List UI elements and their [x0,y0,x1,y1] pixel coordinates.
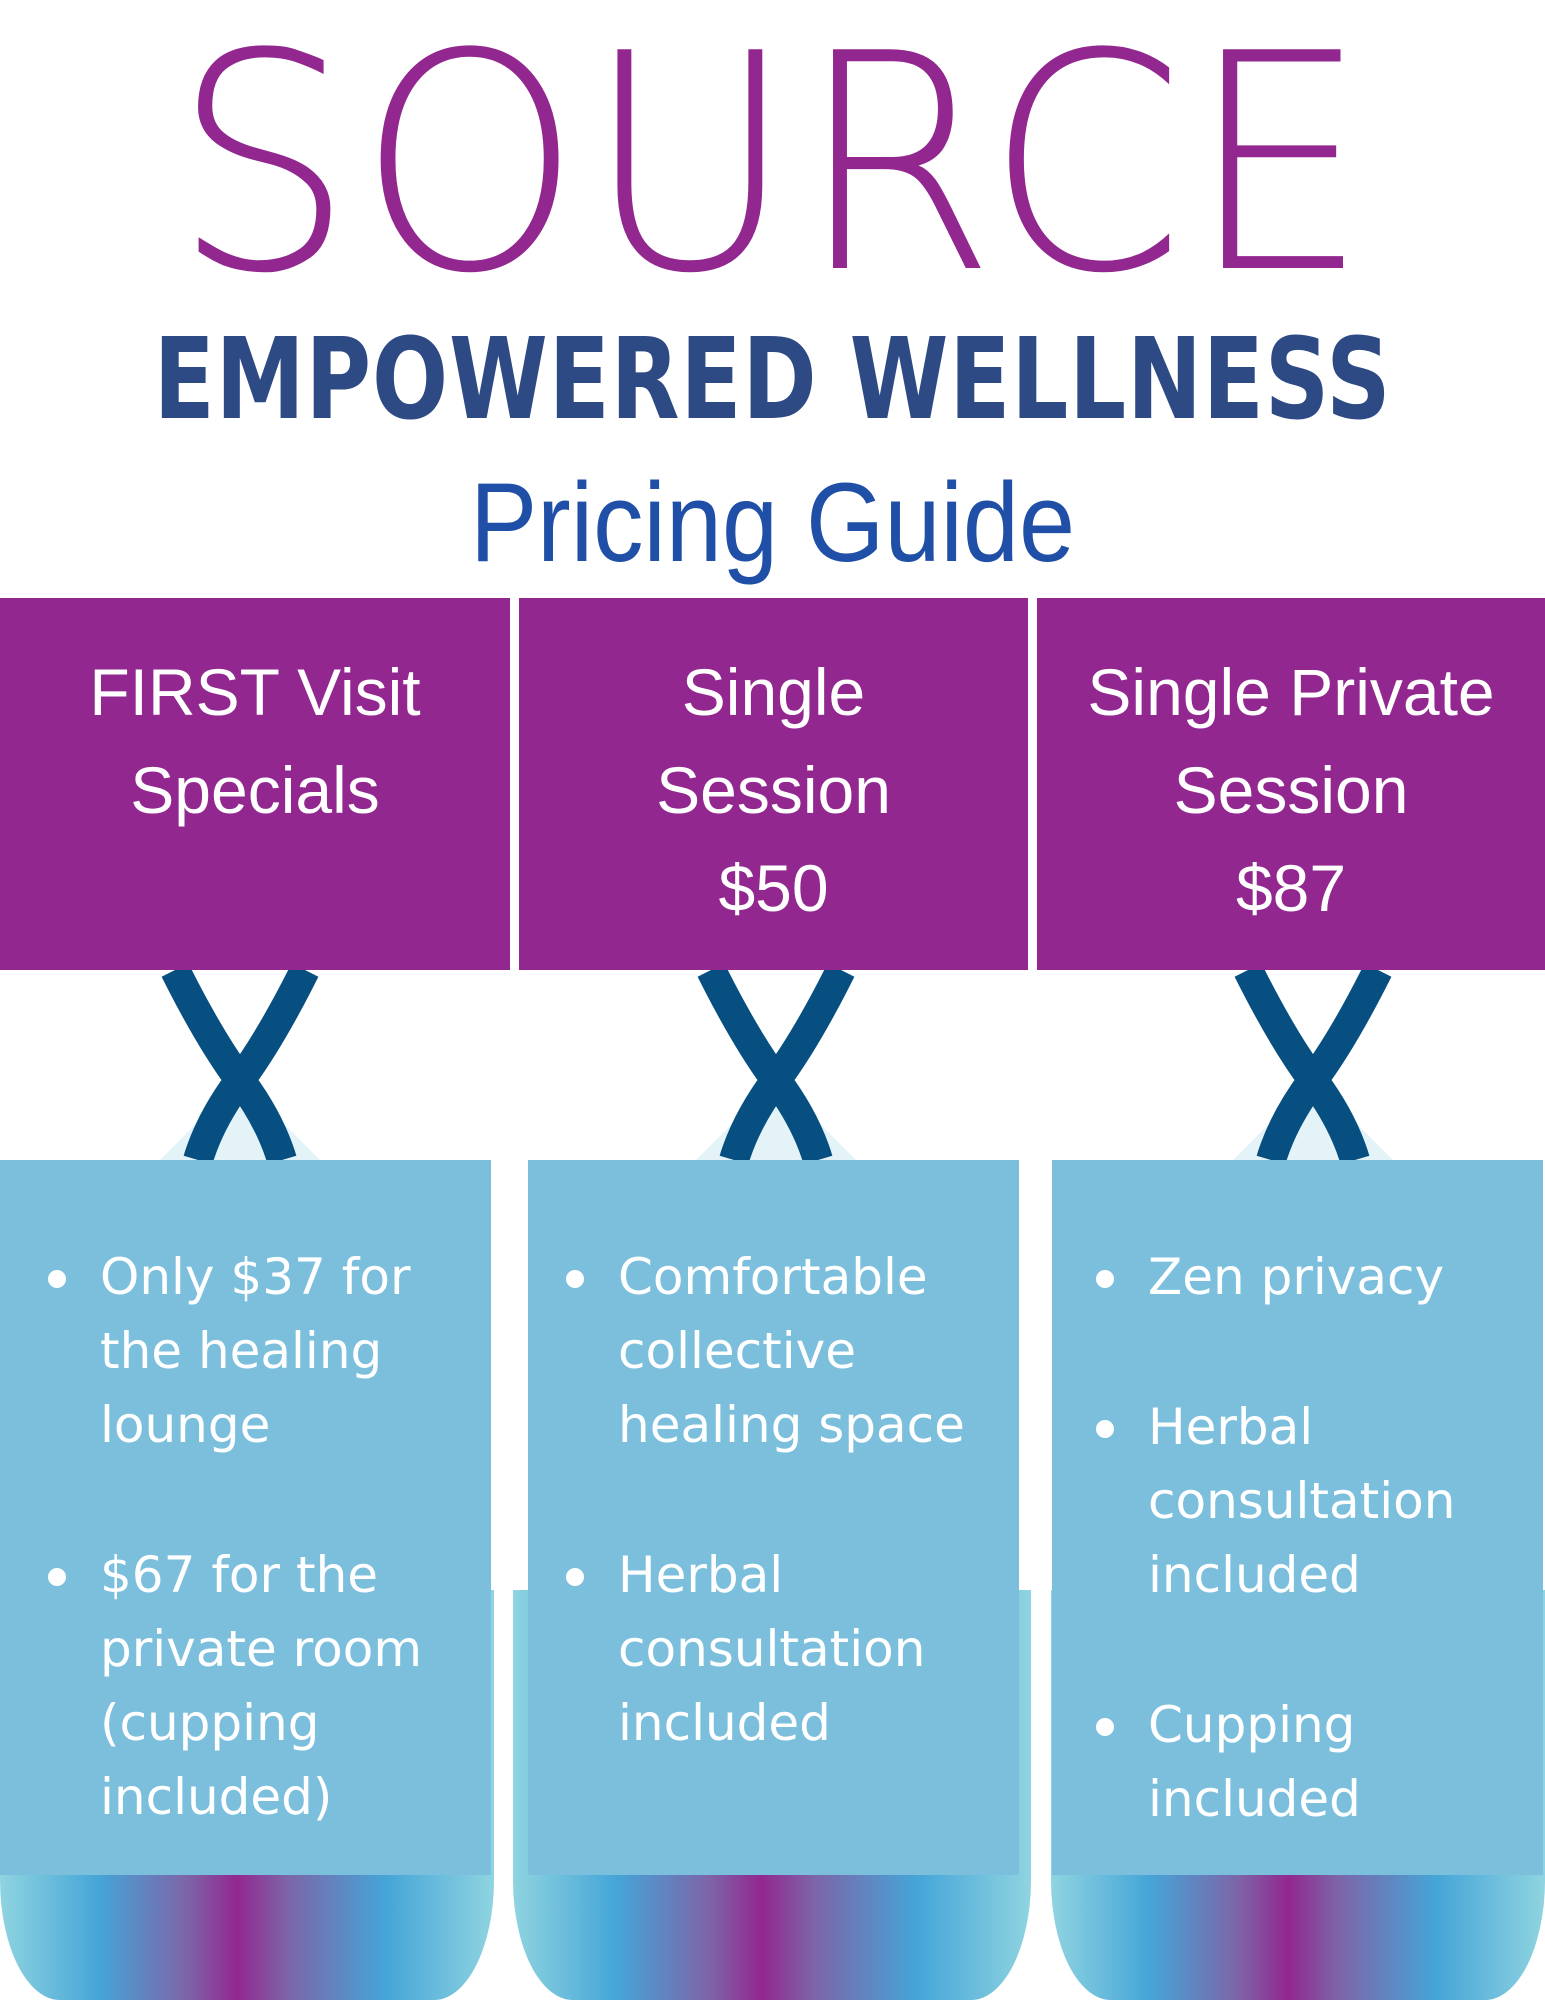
list-item: Herbal consultation included [1096,1390,1523,1612]
list-item: Cupping included [1096,1688,1523,1836]
price: $87 [1235,851,1347,925]
logo-source: SOURCE [172,0,1373,339]
ribbon-icon [1233,970,1393,1160]
list-item: Comfortable collective healing space [566,1240,999,1462]
column-body-private-session: Zen privacy Herbal consultation included… [1052,1160,1543,1875]
list-item: Herbal consultation included [566,1538,999,1760]
header-line: FIRST Visit [89,655,421,729]
list-item: Zen privacy [1096,1240,1523,1314]
list-item: $67 for the private room (cupping includ… [48,1538,471,1834]
ribbon-icon [696,970,856,1160]
column-body-single-session: Comfortable collective healing space Her… [528,1160,1019,1875]
header-line: Single [681,655,866,729]
ribbon-icon [160,970,320,1160]
header-line: Specials [130,753,380,827]
tagline: EMPOWERED WELLNESS [153,315,1392,445]
header-line: Session [1173,753,1409,827]
column-header-single-session: Single Session $50 [519,598,1028,970]
column-header-private-session: Single Private Session $87 [1037,598,1545,970]
column-body-first-visit: Only $37 for the healing lounge $67 for … [0,1160,491,1875]
column-header-first-visit: FIRST Visit Specials [0,598,510,970]
list-item: Only $37 for the healing lounge [48,1240,471,1462]
header-line: Single Private [1087,655,1495,729]
price: $50 [718,851,829,925]
page-title: Pricing Guide [469,460,1076,585]
header-line: Session [656,753,891,827]
